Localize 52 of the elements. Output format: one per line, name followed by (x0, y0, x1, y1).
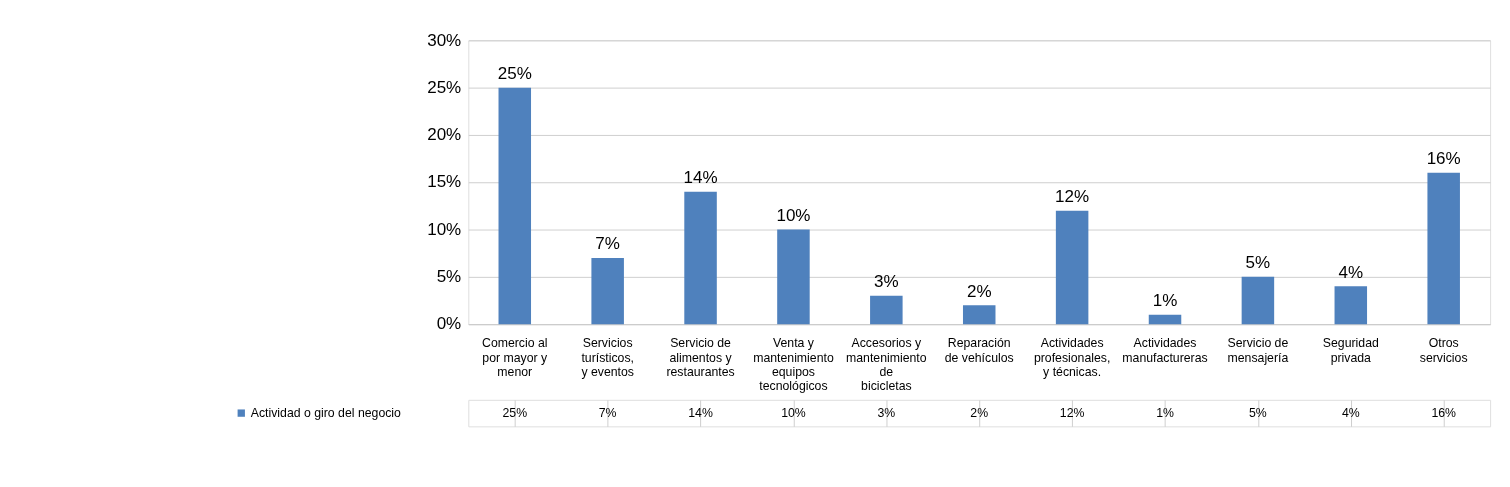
bar (684, 191, 717, 325)
text: 10% (776, 206, 811, 226)
bar (1427, 172, 1460, 325)
x-tick-label: Seguridad privada (1322, 336, 1379, 365)
text: 14% (688, 405, 713, 420)
text: 16% (1426, 149, 1461, 169)
bar (1148, 314, 1182, 325)
bar (962, 305, 996, 325)
x-tick-label: Otros servicios (1419, 336, 1468, 365)
text: 14% (683, 168, 718, 188)
text: 12% (1055, 187, 1090, 207)
text: 3% (877, 405, 896, 420)
x-tick-label: Venta y mantenimiento equipos tecnológicos (753, 336, 834, 393)
text: 10% (781, 405, 806, 420)
text: 2% (966, 281, 992, 301)
x-tick-label: Actividades profesionales, y técnicas. (1033, 336, 1111, 379)
x-tick-label: Comercio al por mayor y menor (482, 336, 549, 379)
bar (498, 87, 532, 325)
bar (1241, 276, 1275, 325)
x-tick-label: Reparación de vehículos (944, 336, 1014, 365)
text: 5% (1245, 253, 1271, 273)
x-tick-label: Servicio de mensajería (1227, 336, 1289, 365)
bar (1055, 210, 1089, 325)
x-tick-label: Accesorios y mantenimiento de bicicletas (846, 336, 927, 393)
bar (591, 257, 624, 325)
text: 2% (970, 405, 989, 420)
x-tick-label: Actividades manufactureras (1122, 336, 1208, 365)
text: 5% (1249, 405, 1267, 420)
text: 4% (1338, 262, 1364, 282)
x-tick-label: Servicios turísticos, y eventos (581, 336, 634, 379)
text: 1% (1152, 291, 1178, 311)
bar (1334, 286, 1368, 325)
text: 4% (1341, 405, 1360, 420)
bar (870, 295, 903, 325)
legend-label: Actividad o giro del negocio (250, 405, 402, 420)
y-tick-label: 20% (427, 125, 462, 145)
y-tick-label: 30% (427, 30, 462, 50)
text: 7% (595, 234, 620, 254)
y-tick-label: 10% (427, 219, 462, 239)
y-tick-label: 5% (436, 267, 462, 287)
text: 25% (502, 405, 528, 420)
text: 7% (598, 405, 617, 420)
y-tick-label: 25% (427, 77, 462, 97)
text: 3% (874, 272, 899, 292)
x-tick-label: Servicio de alimentos y restaurantes (666, 336, 735, 379)
y-tick-label: 15% (427, 172, 462, 192)
y-tick-label: 0% (436, 314, 462, 334)
bar (777, 229, 810, 325)
text: 12% (1059, 405, 1085, 420)
text: 1% (1156, 405, 1174, 420)
text: 16% (1431, 405, 1456, 420)
text: 25% (497, 64, 532, 84)
